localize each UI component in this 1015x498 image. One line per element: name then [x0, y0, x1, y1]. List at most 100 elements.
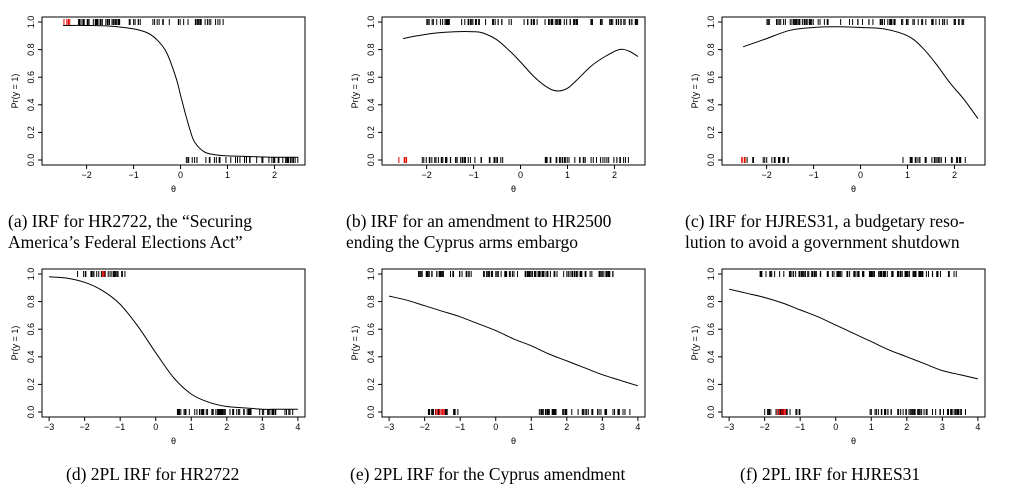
x-tick-label: 2 [272, 170, 277, 180]
x-axis-label: θ [511, 436, 516, 446]
x-tick-label: 4 [975, 422, 980, 432]
y-tick-label: 0.4 [706, 99, 716, 112]
x-tick-label: 1 [869, 422, 874, 432]
x-tick-label: −1 [468, 170, 478, 180]
y-tick-label: 0.8 [366, 43, 376, 56]
irf-plot-a: −2 −1 0 1 2 θ 0.0 0.2 0.4 0.6 0.8 1.0 Pr(y = 1) [10, 16, 306, 194]
irf-panel-e: −3 −2 −1 0 1 2 3 4 θ 0.0 0.2 0.4 0.6 0.8 1.0 Pr(y = 1) … [340, 256, 670, 496]
caption-a-line-2: America’s Federal Elections Act” [8, 232, 243, 252]
irf-panel-f: −3 −2 −1 0 1 2 3 4 θ 0.0 0.2 0.4 0.6 0.8 1.0 Pr(y = 1) … [680, 256, 1010, 496]
caption-a-line-1: (a) IRF for HR2722, the “Securing [8, 211, 252, 231]
y-axis-label: Pr(y = 1) [10, 74, 20, 109]
caption-e: (e) 2PL IRF for the Cyprus amendment [350, 464, 625, 485]
x-tick-label: −1 [115, 422, 125, 432]
plot-frame [721, 16, 986, 166]
y-axis-label: Pr(y = 1) [690, 326, 700, 361]
caption-f: (f) 2PL IRF for HJRES31 [740, 464, 920, 485]
x-tick-label: 3 [600, 422, 605, 432]
y-tick-label: 1.0 [26, 16, 36, 29]
x-tick-label: 0 [178, 170, 183, 180]
y-axis-label: Pr(y = 1) [690, 74, 700, 109]
caption-d: (d) 2PL IRF for HR2722 [66, 464, 239, 485]
y-tick-label: 0.8 [706, 295, 716, 308]
x-tick-label: 0 [153, 422, 158, 432]
y-tick-label: 0.2 [706, 126, 716, 139]
y-axis-label: Pr(y = 1) [350, 74, 360, 109]
x-tick-label: −3 [44, 422, 54, 432]
irf-panel-d: −3 −2 −1 0 1 2 3 4 θ 0.0 0.2 0.4 0.6 0.8 1.0 Pr(y = 1) … [0, 256, 330, 496]
x-tick-label: 0 [518, 170, 523, 180]
y-tick-label: 0.8 [26, 295, 36, 308]
y-tick-label: 0.0 [26, 154, 36, 167]
plot-frame [41, 268, 306, 418]
x-tick-label: −2 [421, 170, 431, 180]
y-tick-label: 0.0 [366, 406, 376, 419]
y-tick-label: 0.2 [366, 378, 376, 391]
y-tick-label: 0.8 [706, 43, 716, 56]
y-tick-label: 0.6 [26, 71, 36, 84]
caption-f-line-1: (f) 2PL IRF for HJRES31 [740, 464, 921, 484]
x-axis-label: θ [851, 184, 856, 194]
y-tick-label: 0.0 [706, 154, 716, 167]
y-tick-label: 1.0 [366, 268, 376, 281]
y-tick-label: 0.8 [26, 43, 36, 56]
x-tick-label: 1 [189, 422, 194, 432]
x-tick-label: 0 [493, 422, 498, 432]
y-tick-label: 0.4 [706, 351, 716, 364]
y-tick-label: 0.6 [366, 71, 376, 84]
y-tick-label: 0.4 [366, 351, 376, 364]
irf-panel-a: −2 −1 0 1 2 θ 0.0 0.2 0.4 0.6 0.8 1.0 Pr(y = 1) (a) … [0, 0, 330, 252]
y-tick-label: 0.4 [26, 99, 36, 112]
x-tick-label: −3 [384, 422, 394, 432]
caption-c: (c) IRF for HJRES31, a budgetary reso- l… [685, 211, 964, 253]
caption-b: (b) IRF for an amendment to HR2500 endin… [346, 211, 611, 253]
y-tick-label: 0.6 [706, 71, 716, 84]
x-tick-label: 4 [295, 422, 300, 432]
caption-d-line-1: (d) 2PL IRF for HR2722 [66, 464, 240, 484]
y-tick-label: 0.0 [706, 406, 716, 419]
x-tick-label: 0 [858, 170, 863, 180]
x-tick-label: 4 [635, 422, 640, 432]
irf-curve [49, 276, 298, 410]
irf-panel-b: −2 −1 0 1 2 θ 0.0 0.2 0.4 0.6 0.8 1.0 Pr(y = 1) (b) … [340, 0, 670, 252]
caption-c-line-2: lution to avoid a government shutdown [685, 232, 960, 252]
plot-frame [381, 268, 646, 418]
y-tick-label: 1.0 [366, 16, 376, 29]
y-tick-label: 1.0 [706, 268, 716, 281]
y-tick-label: 0.0 [366, 154, 376, 167]
x-tick-label: −1 [795, 422, 805, 432]
x-tick-label: −2 [760, 422, 770, 432]
irf-plot-b: −2 −1 0 1 2 θ 0.0 0.2 0.4 0.6 0.8 1.0 Pr(y = 1) [350, 16, 646, 194]
caption-a: (a) IRF for HR2722, the “Securing Americ… [8, 211, 252, 253]
plot-frame [41, 16, 306, 166]
irf-plot-e: −3 −2 −1 0 1 2 3 4 θ 0.0 0.2 0.4 0.6 0.8 1.0 Pr(y = 1) [350, 268, 646, 446]
y-tick-label: 1.0 [706, 16, 716, 29]
y-tick-label: 0.2 [706, 378, 716, 391]
irf-plot-d: −3 −2 −1 0 1 2 3 4 θ 0.0 0.2 0.4 0.6 0.8 1.0 Pr(y = 1) [10, 268, 306, 446]
x-axis-label: θ [171, 436, 176, 446]
x-tick-label: 2 [952, 170, 957, 180]
irf-curve [63, 24, 299, 158]
x-tick-label: −1 [455, 422, 465, 432]
irf-curve [402, 30, 639, 92]
y-tick-label: 0.8 [366, 295, 376, 308]
x-tick-label: 1 [905, 170, 910, 180]
caption-b-line-2: ending the Cyprus arms embargo [346, 232, 578, 252]
x-tick-label: −2 [81, 170, 91, 180]
y-tick-label: 0.6 [26, 323, 36, 336]
x-tick-label: −2 [420, 422, 430, 432]
y-tick-label: 0.2 [366, 126, 376, 139]
x-tick-label: −1 [808, 170, 818, 180]
y-tick-label: 0.4 [26, 351, 36, 364]
y-tick-label: 0.2 [26, 378, 36, 391]
y-axis-label: Pr(y = 1) [350, 326, 360, 361]
caption-c-line-1: (c) IRF for HJRES31, a budgetary reso- [685, 211, 965, 231]
x-tick-label: 2 [904, 422, 909, 432]
x-tick-label: 2 [564, 422, 569, 432]
plot-frame [381, 16, 646, 166]
x-tick-label: 2 [224, 422, 229, 432]
irf-plot-f: −3 −2 −1 0 1 2 3 4 θ 0.0 0.2 0.4 0.6 0.8 1.0 Pr(y = 1) [690, 268, 986, 446]
x-tick-label: 1 [225, 170, 230, 180]
irf-curve [742, 26, 979, 119]
x-tick-label: 0 [833, 422, 838, 432]
